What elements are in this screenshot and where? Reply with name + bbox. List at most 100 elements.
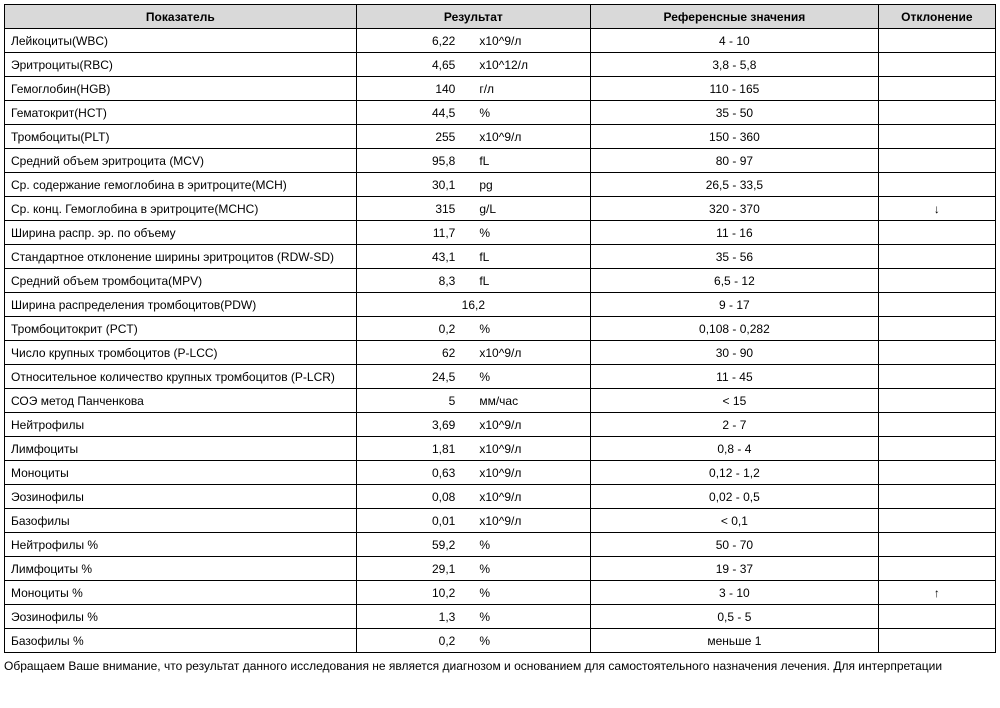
cell-deviation xyxy=(878,53,995,77)
table-row: Базофилы %0,2%меньше 1 xyxy=(5,629,996,653)
table-row: Нейтрофилы3,69x10^9/л2 - 7 xyxy=(5,413,996,437)
cell-unit: г/л xyxy=(473,77,590,101)
table-row: Нейтрофилы %59,2%50 - 70 xyxy=(5,533,996,557)
cell-unit: fL xyxy=(473,245,590,269)
cell-indicator: Ширина распр. эр. по объему xyxy=(5,221,357,245)
cell-deviation xyxy=(878,533,995,557)
cell-unit: g/L xyxy=(473,197,590,221)
table-row: Эозинофилы0,08x10^9/л0,02 - 0,5 xyxy=(5,485,996,509)
cell-reference: < 0,1 xyxy=(591,509,879,533)
cell-indicator: Ср. содержание гемоглобина в эритроците(… xyxy=(5,173,357,197)
cell-deviation xyxy=(878,101,995,125)
table-row: Число крупных тромбоцитов (P-LCC)62x10^9… xyxy=(5,341,996,365)
cell-value: 29,1 xyxy=(356,557,473,581)
cell-reference: 150 - 360 xyxy=(591,125,879,149)
cell-reference: 0,12 - 1,2 xyxy=(591,461,879,485)
table-row: Гематокрит(HCT)44,5%35 - 50 xyxy=(5,101,996,125)
cell-indicator: Тромбоциты(PLT) xyxy=(5,125,357,149)
header-result: Результат xyxy=(356,5,590,29)
cell-deviation xyxy=(878,245,995,269)
cell-deviation xyxy=(878,341,995,365)
cell-unit: x10^12/л xyxy=(473,53,590,77)
cell-reference: 110 - 165 xyxy=(591,77,879,101)
cell-indicator: Эозинофилы % xyxy=(5,605,357,629)
cell-value: 43,1 xyxy=(356,245,473,269)
cell-value: 0,2 xyxy=(356,317,473,341)
cell-unit: x10^9/л xyxy=(473,125,590,149)
header-indicator: Показатель xyxy=(5,5,357,29)
cell-reference: 80 - 97 xyxy=(591,149,879,173)
table-row: Лимфоциты1,81x10^9/л0,8 - 4 xyxy=(5,437,996,461)
cell-reference: 50 - 70 xyxy=(591,533,879,557)
cell-value: 11,7 xyxy=(356,221,473,245)
cell-unit: x10^9/л xyxy=(473,485,590,509)
cell-unit: % xyxy=(473,533,590,557)
table-row: Моноциты %10,2%3 - 10↑ xyxy=(5,581,996,605)
cell-reference: меньше 1 xyxy=(591,629,879,653)
cell-value: 30,1 xyxy=(356,173,473,197)
cell-unit: % xyxy=(473,317,590,341)
table-row: Моноциты0,63x10^9/л0,12 - 1,2 xyxy=(5,461,996,485)
cell-value: 4,65 xyxy=(356,53,473,77)
cell-deviation xyxy=(878,77,995,101)
cell-deviation xyxy=(878,437,995,461)
cell-unit: % xyxy=(473,365,590,389)
cell-unit: pg xyxy=(473,173,590,197)
cell-deviation xyxy=(878,389,995,413)
cell-reference: 6,5 - 12 xyxy=(591,269,879,293)
cell-indicator: Число крупных тромбоцитов (P-LCC) xyxy=(5,341,357,365)
cell-deviation xyxy=(878,629,995,653)
table-row: Тромбоциты(PLT)255x10^9/л150 - 360 xyxy=(5,125,996,149)
table-row: Лимфоциты %29,1%19 - 37 xyxy=(5,557,996,581)
cell-unit: fL xyxy=(473,149,590,173)
table-row: Стандартное отклонение ширины эритроцито… xyxy=(5,245,996,269)
table-row: Гемоглобин(HGB)140г/л110 - 165 xyxy=(5,77,996,101)
cell-value: 0,01 xyxy=(356,509,473,533)
table-header-row: Показатель Результат Референсные значени… xyxy=(5,5,996,29)
table-row: Ширина распределения тромбоцитов(PDW)16,… xyxy=(5,293,996,317)
cell-value: 1,81 xyxy=(356,437,473,461)
cell-indicator: Лимфоциты % xyxy=(5,557,357,581)
cell-value: 59,2 xyxy=(356,533,473,557)
cell-reference: 4 - 10 xyxy=(591,29,879,53)
table-row: СОЭ метод Панченкова5мм/час< 15 xyxy=(5,389,996,413)
cell-reference: 35 - 56 xyxy=(591,245,879,269)
cell-unit: % xyxy=(473,581,590,605)
cell-deviation xyxy=(878,293,995,317)
cell-reference: 11 - 16 xyxy=(591,221,879,245)
cell-reference: 0,5 - 5 xyxy=(591,605,879,629)
cell-unit: x10^9/л xyxy=(473,437,590,461)
cell-reference: 19 - 37 xyxy=(591,557,879,581)
cell-deviation xyxy=(878,149,995,173)
cell-deviation: ↑ xyxy=(878,581,995,605)
cell-value: 1,3 xyxy=(356,605,473,629)
table-row: Ширина распр. эр. по объему11,7%11 - 16 xyxy=(5,221,996,245)
cell-indicator: СОЭ метод Панченкова xyxy=(5,389,357,413)
table-row: Средний объем эритроцита (MCV)95,8fL80 -… xyxy=(5,149,996,173)
cell-value: 62 xyxy=(356,341,473,365)
header-reference: Референсные значения xyxy=(591,5,879,29)
cell-unit: мм/час xyxy=(473,389,590,413)
cell-indicator: Стандартное отклонение ширины эритроцито… xyxy=(5,245,357,269)
cell-indicator: Ср. конц. Гемоглобина в эритроците(MCHC) xyxy=(5,197,357,221)
cell-indicator: Базофилы xyxy=(5,509,357,533)
cell-indicator: Моноциты % xyxy=(5,581,357,605)
cell-indicator: Относительное количество крупных тромбоц… xyxy=(5,365,357,389)
cell-deviation xyxy=(878,173,995,197)
table-row: Эритроциты(RBC)4,65x10^12/л3,8 - 5,8 xyxy=(5,53,996,77)
cell-indicator: Средний объем тромбоцита(MPV) xyxy=(5,269,357,293)
results-table: Показатель Результат Референсные значени… xyxy=(4,4,996,653)
cell-reference: 320 - 370 xyxy=(591,197,879,221)
cell-unit: x10^9/л xyxy=(473,509,590,533)
cell-deviation xyxy=(878,413,995,437)
cell-indicator: Ширина распределения тромбоцитов(PDW) xyxy=(5,293,357,317)
cell-indicator: Моноциты xyxy=(5,461,357,485)
cell-reference: < 15 xyxy=(591,389,879,413)
cell-indicator: Нейтрофилы % xyxy=(5,533,357,557)
table-row: Относительное количество крупных тромбоц… xyxy=(5,365,996,389)
cell-value: 8,3 xyxy=(356,269,473,293)
cell-deviation: ↓ xyxy=(878,197,995,221)
cell-reference: 26,5 - 33,5 xyxy=(591,173,879,197)
cell-reference: 30 - 90 xyxy=(591,341,879,365)
cell-unit: % xyxy=(473,605,590,629)
